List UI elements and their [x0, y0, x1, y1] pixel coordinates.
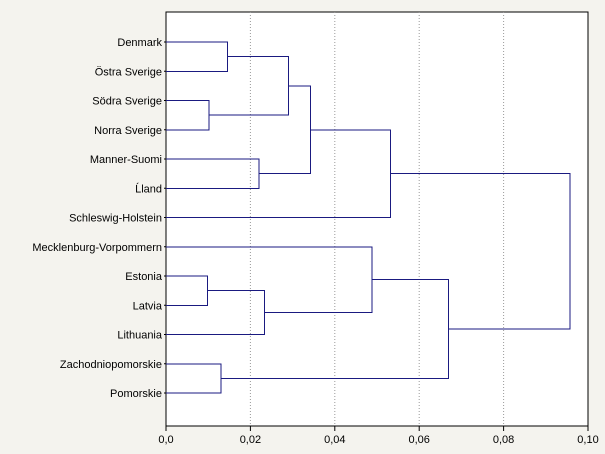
x-axis-ticks: 0,0 0,02 0,04 0,06 0,08 0,10	[158, 426, 599, 446]
grid-lines	[249, 12, 505, 426]
leaf-label: Mecklenburg-Vorpommern	[32, 242, 162, 254]
leaf-label: Ĺland	[135, 182, 162, 195]
x-tick-label: 0,10	[577, 434, 598, 446]
leaf-label: Denmark	[117, 37, 162, 49]
leaf-label: Norra Sverige	[94, 125, 162, 137]
dendrogram-branches	[166, 41, 571, 394]
leaf-label: Estonia	[125, 271, 163, 283]
leaf-label: Latvia	[133, 300, 163, 312]
leaf-label: Manner-Suomi	[90, 154, 162, 166]
leaf-labels: Denmark Östra Sverige Södra Sverige Norra S…	[32, 37, 166, 400]
leaf-label: Zachodniopomorskie	[60, 359, 162, 371]
leaf-label: Schleswig-Holstein	[69, 213, 162, 225]
leaf-label: Södra Sverige	[92, 96, 162, 108]
x-tick-label: 0,0	[158, 434, 173, 446]
x-tick-label: 0,02	[240, 434, 261, 446]
leaf-label: Pomorskie	[110, 388, 162, 400]
x-tick-label: 0,04	[324, 434, 345, 446]
leaf-label: Östra Sverige	[95, 66, 162, 78]
x-tick-label: 0,06	[408, 434, 429, 446]
x-tick-label: 0,08	[493, 434, 514, 446]
dendrogram-branch	[390, 173, 571, 330]
plot-area	[165, 11, 589, 427]
leaf-label: Lithuania	[117, 330, 163, 342]
